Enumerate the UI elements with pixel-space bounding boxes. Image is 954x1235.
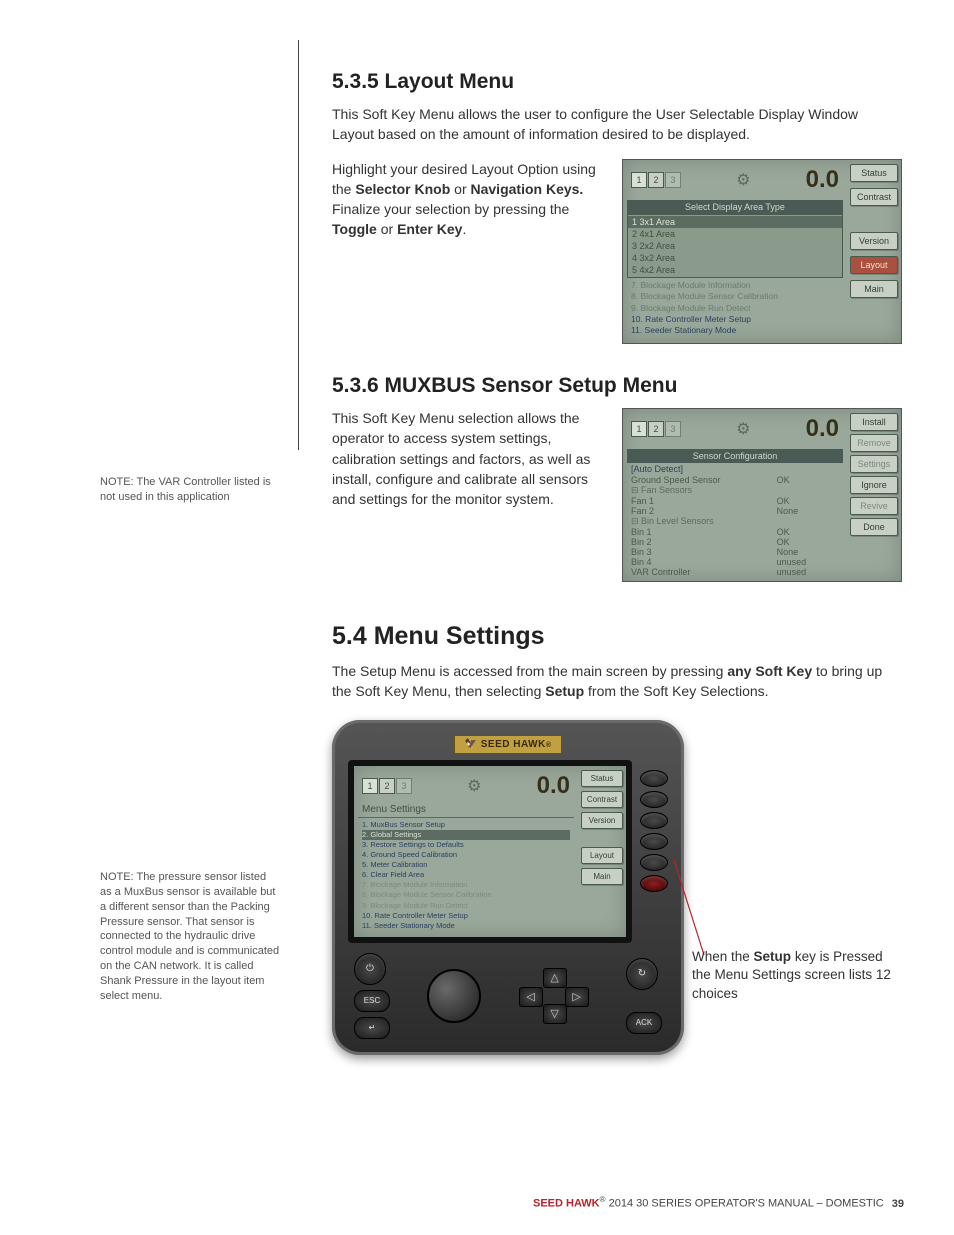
softkey-main: Main — [850, 280, 898, 298]
callout-text: When the Setup key is Pressed the Menu S… — [692, 948, 892, 1005]
page-footer: SEED HAWK® 2014 30 SERIES OPERATOR'S MAN… — [533, 1195, 904, 1210]
tab-2: 2 — [648, 172, 664, 188]
softkey-settings: Settings — [850, 455, 898, 473]
soft-button-4[interactable] — [640, 833, 668, 850]
esc-button[interactable]: ESC — [354, 990, 390, 1012]
softkey-contrast: Contrast — [850, 188, 898, 206]
cycle-button[interactable]: ↻ — [626, 958, 658, 990]
soft-button-3[interactable] — [640, 812, 668, 829]
sensor-table: Ground Speed SensorOK⊟ Fan Sensors Fan 1… — [627, 475, 843, 577]
area-type-list: 1 3x1 Area2 4x1 Area3 2x2 Area4 3x2 Area… — [627, 214, 843, 278]
navigation-dpad[interactable]: △ ▽ ◁ ▷ — [519, 968, 589, 1024]
softkey-layout: Layout — [850, 256, 898, 274]
up-arrow-icon[interactable]: △ — [543, 968, 567, 988]
power-button[interactable]: ⏻ — [354, 953, 386, 985]
down-arrow-icon[interactable]: ▽ — [543, 1004, 567, 1024]
sidenote-pressure-sensor: NOTE: The pressure sensor listed as a Mu… — [100, 870, 280, 1004]
area-option: 3 2x2 Area — [628, 240, 842, 252]
menu-items-below: 7. Blockage Module Information8. Blockag… — [627, 278, 843, 339]
selector-knob[interactable] — [427, 969, 481, 1023]
softkey-status: Status — [850, 164, 898, 182]
menu-settings-list: 1. MuxBus Sensor Setup2. Global Settings… — [358, 818, 574, 933]
ack-button[interactable]: ACK — [626, 1012, 662, 1034]
soft-button-2[interactable] — [640, 791, 668, 808]
auto-detect-row: [Auto Detect] — [627, 463, 843, 475]
softkey-ignore: Ignore — [850, 476, 898, 494]
tab-1: 1 — [631, 172, 647, 188]
softkey-main: Main — [581, 868, 623, 885]
para-54: The Setup Menu is accessed from the main… — [332, 661, 902, 702]
sidenote-var-controller: NOTE: The VAR Controller listed is not u… — [100, 475, 280, 505]
area-option: 2 4x1 Area — [628, 228, 842, 240]
left-arrow-icon[interactable]: ◁ — [519, 987, 543, 1007]
list-header: Select Display Area Type — [627, 200, 843, 214]
layout-menu-screenshot: 1 2 3 ⚙ 0.0 Select Display Area Type 1 3… — [622, 159, 902, 344]
softkey-contrast: Contrast — [581, 791, 623, 808]
heading-535: 5.3.5 Layout Menu — [332, 70, 902, 94]
gear-icon: ⚙ — [687, 170, 800, 190]
softkey-status: Status — [581, 770, 623, 787]
display-tabs: 1 2 3 — [631, 421, 681, 437]
softkey-done: Done — [850, 518, 898, 536]
para-535-steps: Highlight your desired Layout Option usi… — [332, 159, 604, 240]
softkey-remove: Remove — [850, 434, 898, 452]
right-arrow-icon[interactable]: ▷ — [565, 987, 589, 1007]
soft-button-5[interactable] — [640, 854, 668, 871]
menu-settings-title: Menu Settings — [358, 802, 574, 818]
softkey-revive: Revive — [850, 497, 898, 515]
rate-value: 0.0 — [806, 415, 839, 443]
gear-icon: ⚙ — [687, 419, 800, 439]
tab-3: 3 — [665, 172, 681, 188]
area-option: 5 4x2 Area — [628, 264, 842, 276]
heading-536: 5.3.6 MUXBUS Sensor Setup Menu — [332, 374, 902, 398]
rate-value: 0.0 — [806, 166, 839, 194]
monitor-device-photo: 🦅 SEED HAWK® 1 2 3 — [332, 720, 684, 1055]
area-option: 4 3x2 Area — [628, 252, 842, 264]
physical-softkey-buttons — [632, 760, 668, 943]
muxbus-sensor-screenshot: 1 2 3 ⚙ 0.0 Sensor Configuration [Auto D… — [622, 408, 902, 582]
vertical-divider — [298, 40, 299, 450]
softkey-version: Version — [850, 232, 898, 250]
list-header: Sensor Configuration — [627, 449, 843, 463]
para-536: This Soft Key Menu selection allows the … — [332, 408, 604, 509]
heading-54: 5.4 Menu Settings — [332, 622, 902, 651]
enter-button[interactable]: ↵ — [354, 1017, 390, 1039]
display-tabs: 1 2 3 — [631, 172, 681, 188]
device-screen: 1 2 3 ⚙ 0.0 Menu Settings 1. MuxBus Sens — [354, 766, 626, 937]
soft-button-6[interactable] — [640, 875, 668, 892]
soft-button-1[interactable] — [640, 770, 668, 787]
gear-icon: ⚙ — [418, 776, 531, 796]
area-option: 1 3x1 Area — [628, 216, 842, 228]
brand-plate: 🦅 SEED HAWK® — [454, 735, 563, 754]
para-535-intro: This Soft Key Menu allows the user to co… — [332, 104, 902, 145]
softkey-layout: Layout — [581, 847, 623, 864]
softkey-version: Version — [581, 812, 623, 829]
softkey-install: Install — [850, 413, 898, 431]
